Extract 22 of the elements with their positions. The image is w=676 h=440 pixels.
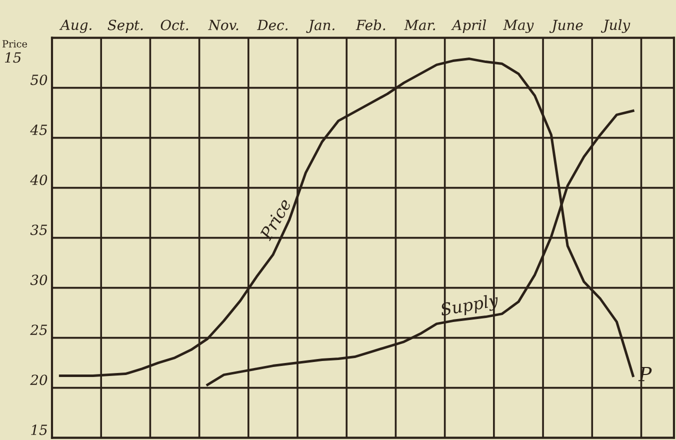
x-tick-label: Aug. xyxy=(59,20,92,33)
x-tick-label: Sept. xyxy=(108,20,143,33)
x-tick-label: July xyxy=(600,19,630,33)
y-tick-label: 45 xyxy=(30,124,47,136)
y-tick-label: 15 xyxy=(31,424,47,436)
y-tick-label: 40 xyxy=(30,174,48,186)
x-tick-label: Jan. xyxy=(306,20,334,33)
x-tick-label: Dec. xyxy=(256,20,288,30)
x-tick-label: Nov. xyxy=(208,20,238,30)
y-tick-label: 35 xyxy=(30,224,47,236)
x-tick-label: Mar. xyxy=(404,20,436,30)
y-tick-label: 30 xyxy=(30,274,48,286)
y-tick-label: 25 xyxy=(30,324,47,336)
x-tick-label: June xyxy=(549,20,583,33)
y-tick-label: 20 xyxy=(30,374,48,386)
x-tick-label: April xyxy=(451,19,486,33)
x-tick-label: Feb. xyxy=(356,19,386,30)
text: 15 xyxy=(4,52,21,63)
x-tick-label: May xyxy=(503,20,534,33)
y-axis-title: Price xyxy=(2,40,28,48)
y-tick-label: 50 xyxy=(30,74,48,86)
x-tick-label: Oct. xyxy=(160,20,188,30)
